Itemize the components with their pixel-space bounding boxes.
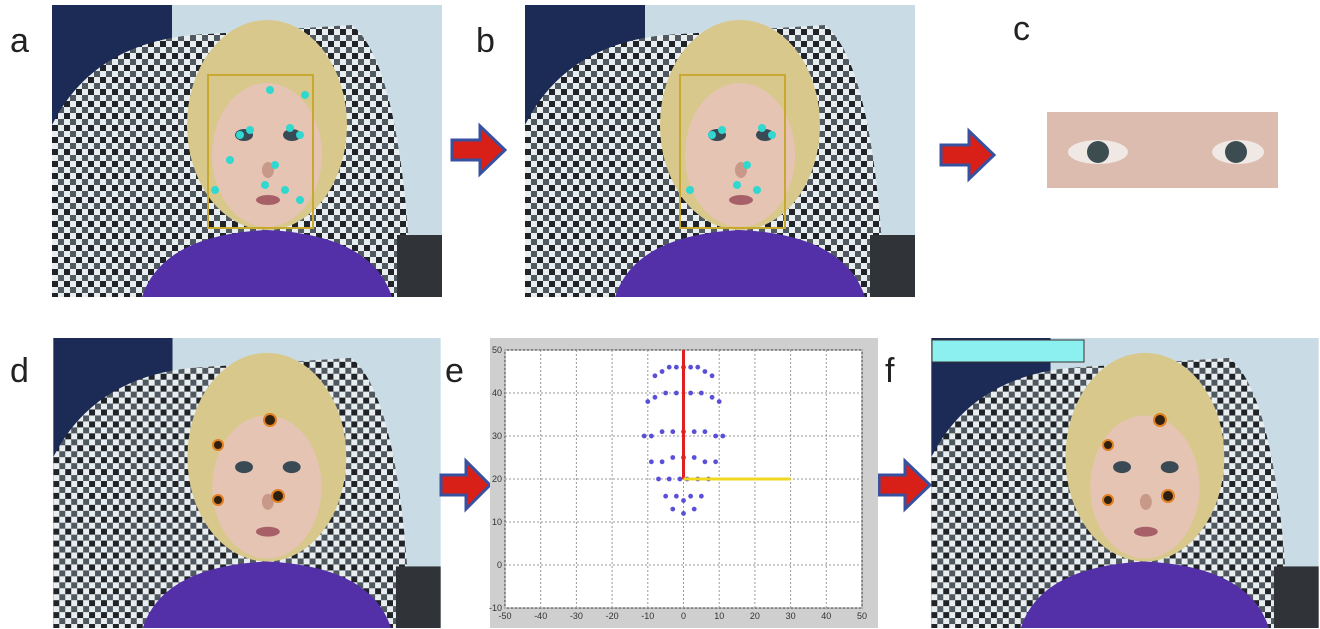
mesh-point xyxy=(649,434,654,439)
mesh-point xyxy=(710,373,715,378)
x-tick-label: -40 xyxy=(534,611,547,621)
mesh-point xyxy=(710,395,715,400)
mesh-point xyxy=(656,477,661,482)
mesh-point xyxy=(720,434,725,439)
panel-label: b xyxy=(476,22,495,60)
panel-label: e xyxy=(445,352,464,390)
mesh-point xyxy=(674,391,679,396)
mesh-point xyxy=(692,429,697,434)
y-tick-label: 20 xyxy=(492,474,502,484)
x-tick-label: 0 xyxy=(681,611,686,621)
panel-label: d xyxy=(10,352,29,390)
panel-label: f xyxy=(885,352,895,390)
panel-label: c xyxy=(1013,10,1030,48)
mesh-point xyxy=(713,459,718,464)
y-tick-label: 50 xyxy=(492,345,502,355)
x-tick-label: -30 xyxy=(570,611,583,621)
mesh-point xyxy=(642,434,647,439)
y-tick-label: 40 xyxy=(492,388,502,398)
mesh-point xyxy=(692,507,697,512)
x-tick-label: -10 xyxy=(641,611,654,621)
mesh-point xyxy=(660,429,665,434)
mesh-point xyxy=(653,395,658,400)
x-tick-label: 50 xyxy=(857,611,867,621)
mesh-point xyxy=(670,429,675,434)
mesh-point xyxy=(681,498,686,503)
mesh-point xyxy=(692,455,697,460)
y-tick-label: 10 xyxy=(492,517,502,527)
figure: -50-40-30-20-1001020304050-1001020304050… xyxy=(0,0,1320,629)
mesh-point xyxy=(688,494,693,499)
mesh-point xyxy=(681,511,686,516)
mesh-point xyxy=(653,373,658,378)
mesh-point xyxy=(703,369,708,374)
mesh-point xyxy=(663,494,668,499)
y-tick-label: -10 xyxy=(489,603,502,613)
mesh-point xyxy=(649,459,654,464)
photo-a xyxy=(52,5,442,297)
mesh-point xyxy=(670,455,675,460)
mesh-point xyxy=(663,391,668,396)
y-tick-label: 0 xyxy=(497,560,502,570)
photo-f xyxy=(931,338,1318,628)
mesh-point xyxy=(703,459,708,464)
x-tick-label: -20 xyxy=(606,611,619,621)
mesh-point xyxy=(660,459,665,464)
mesh-point xyxy=(695,365,700,370)
mesh-point xyxy=(660,369,665,374)
photo-d xyxy=(53,338,440,628)
mesh-point xyxy=(670,507,675,512)
mesh-point xyxy=(667,477,672,482)
mesh-point xyxy=(717,399,722,404)
mesh-point xyxy=(688,365,693,370)
pose-readout-box xyxy=(932,340,1084,362)
x-tick-label: 10 xyxy=(714,611,724,621)
mesh-point xyxy=(678,477,683,482)
mesh-point xyxy=(674,494,679,499)
mesh-point xyxy=(688,391,693,396)
mesh-point xyxy=(699,391,704,396)
photo-b xyxy=(525,5,915,297)
mesh-point xyxy=(699,494,704,499)
y-tick-label: 30 xyxy=(492,431,502,441)
eye-crop xyxy=(1047,112,1278,188)
mesh-point xyxy=(703,429,708,434)
mesh-point xyxy=(645,399,650,404)
mesh-point xyxy=(674,365,679,370)
x-tick-label: 40 xyxy=(821,611,831,621)
x-tick-label: 20 xyxy=(750,611,760,621)
panel-label: a xyxy=(10,22,29,60)
mesh-point xyxy=(713,434,718,439)
mesh-point xyxy=(667,365,672,370)
x-tick-label: 30 xyxy=(786,611,796,621)
